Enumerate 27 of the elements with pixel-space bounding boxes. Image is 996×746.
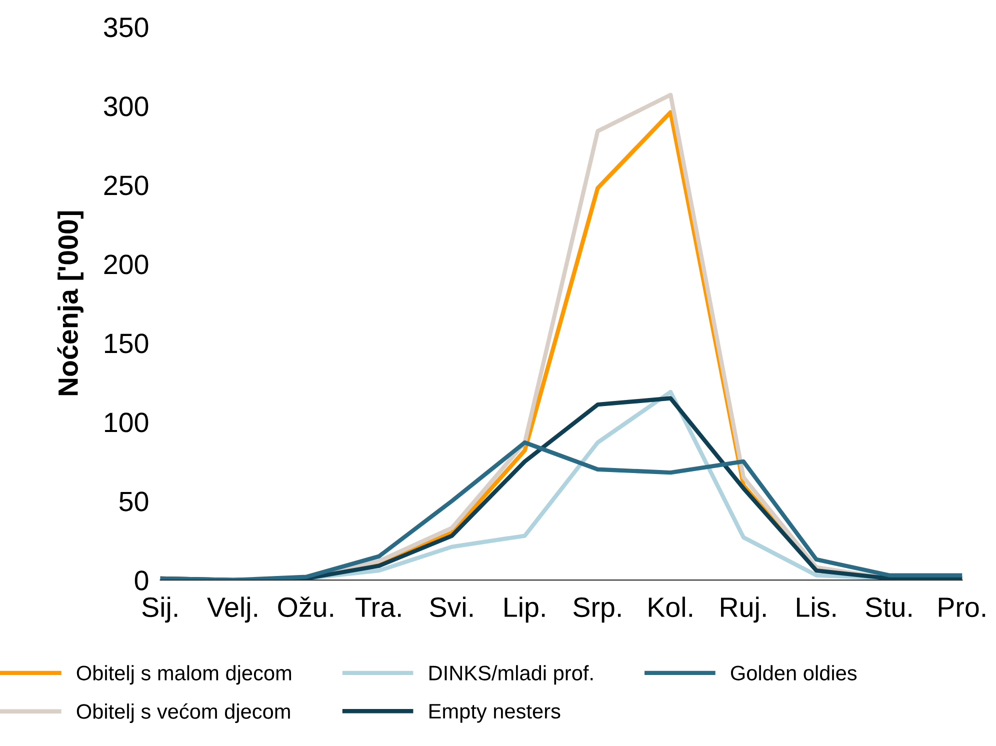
legend-label: Empty nesters: [430, 704, 560, 723]
x-tick-label: Svi.: [430, 596, 473, 618]
y-tick-label: 250: [104, 176, 148, 196]
y-tick-label: 0: [134, 570, 148, 590]
x-tick-label: Sij.: [142, 596, 178, 623]
x-tick-label: Ruj.: [721, 596, 766, 623]
x-tick-label: Velj.: [207, 596, 257, 623]
legend-label: DINKS/mladi prof.: [430, 665, 593, 685]
y-tick-label: 150: [105, 334, 148, 354]
y-tick-label: 50: [119, 492, 148, 512]
x-tick-label: Stu.: [866, 597, 912, 618]
legend-label: Golden oldies: [730, 665, 857, 680]
y-tick-label: 300: [104, 96, 148, 116]
x-tick-label: Srp.: [573, 597, 621, 623]
x-tick-label: Tra.: [355, 598, 401, 618]
x-tick-label: Kol.: [648, 596, 692, 618]
y-axis-title: Noćenja ['000]: [57, 211, 84, 396]
legend-label: Obitelj s većom djecom: [76, 703, 290, 723]
x-tick-label: Pro.: [938, 598, 986, 618]
line-series: [160, 440, 962, 580]
y-tick-label: 200: [104, 254, 148, 274]
y-tick-label: 350: [104, 18, 148, 38]
legend-label: Obitelj s malom djecom: [76, 665, 292, 685]
y-tick-label: 100: [105, 412, 148, 432]
x-tick-label: Ožu.: [278, 596, 333, 618]
x-tick-label: Lip.: [504, 596, 545, 623]
x-tick-label: Lis.: [797, 596, 836, 618]
